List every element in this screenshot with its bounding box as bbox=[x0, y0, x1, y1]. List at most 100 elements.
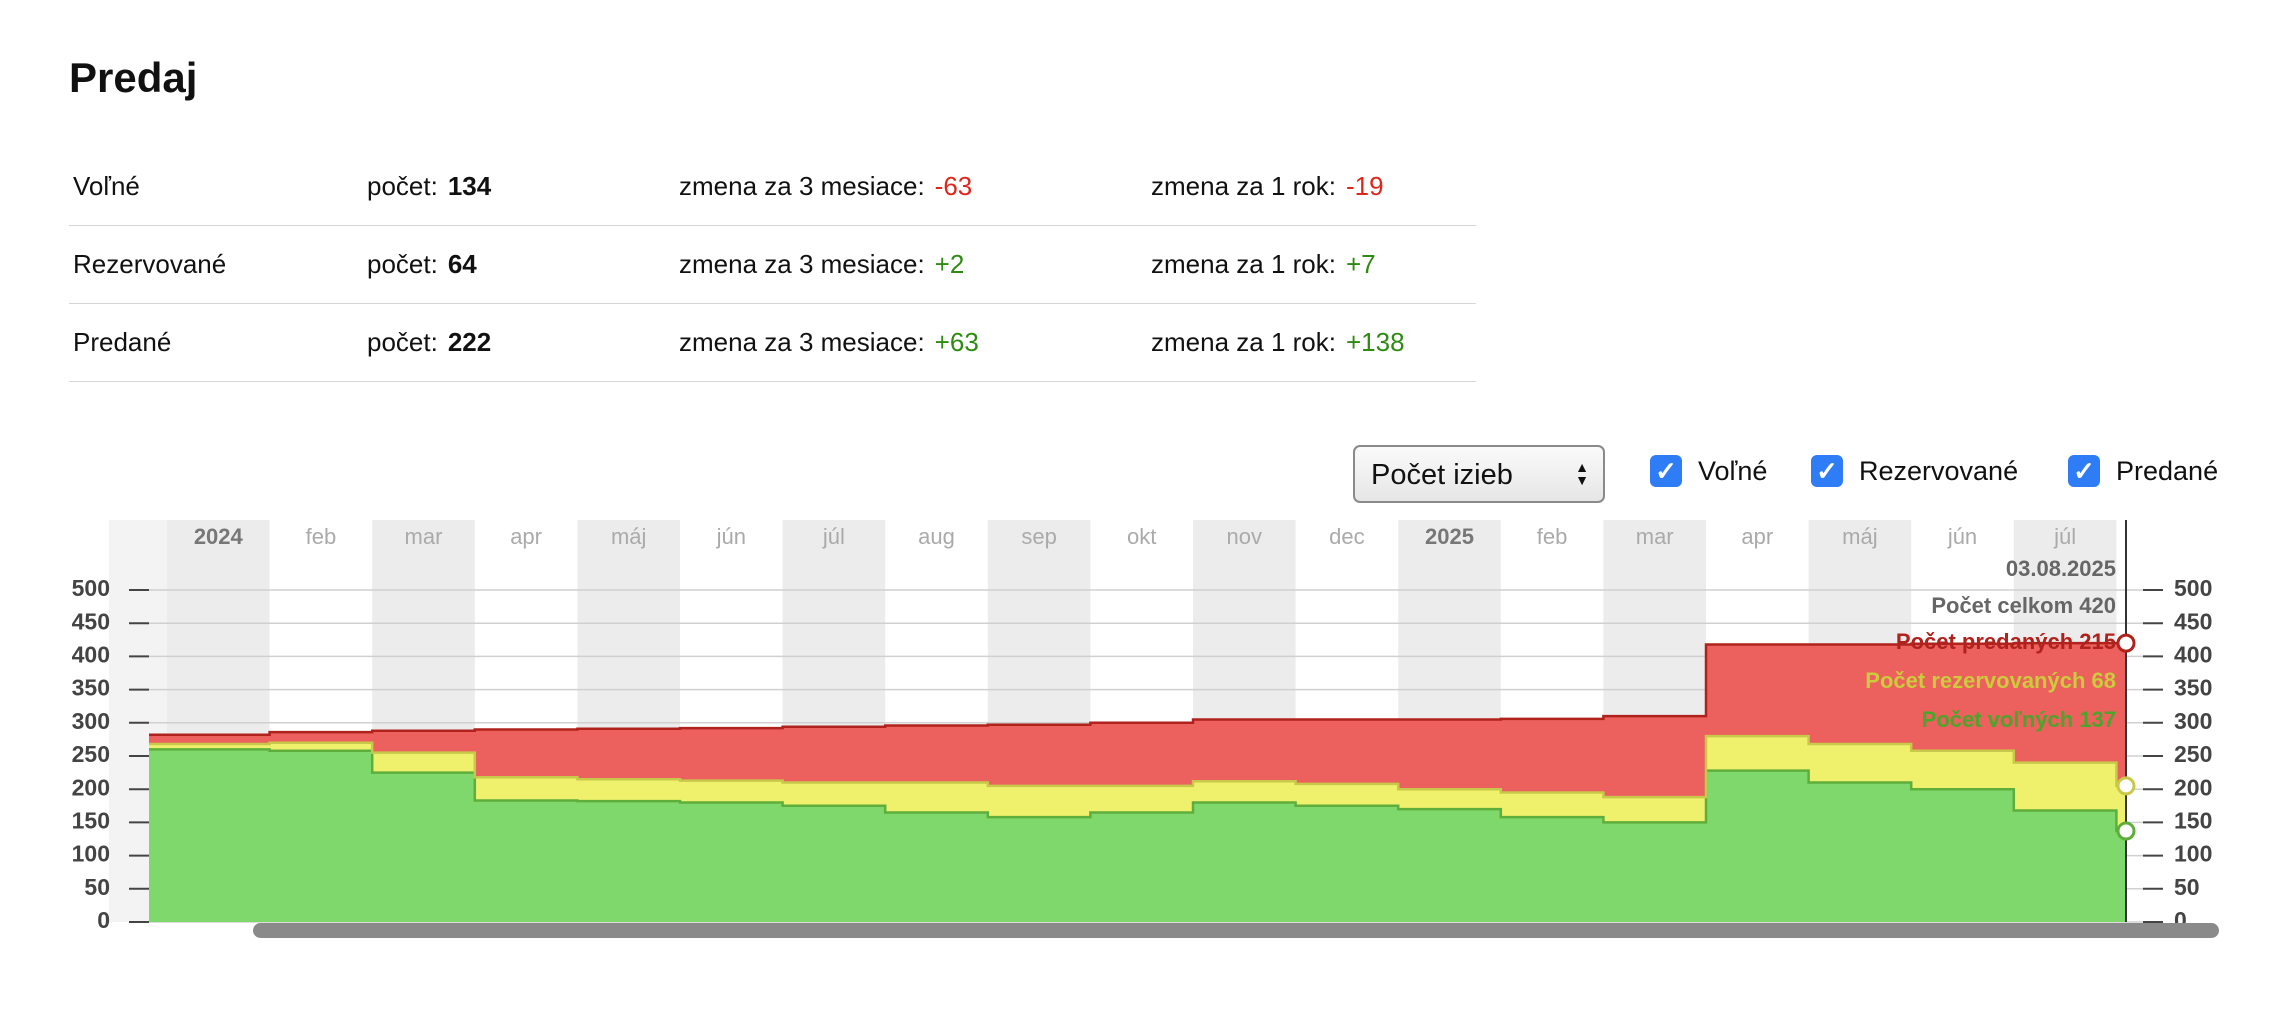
x-tick-label: jún bbox=[716, 524, 746, 549]
area-segment bbox=[1706, 644, 1810, 737]
count-value: 134 bbox=[447, 171, 492, 201]
page-title: Predaj bbox=[69, 54, 198, 101]
month-band bbox=[1398, 520, 1501, 922]
y2-tick-label: 450 bbox=[2174, 608, 2212, 634]
cursor-point bbox=[2116, 821, 2136, 841]
x-tick-label: dec bbox=[1329, 524, 1364, 549]
area-segment bbox=[987, 724, 1091, 786]
count-value: 222 bbox=[447, 327, 492, 357]
x-tick-label: mar bbox=[1636, 524, 1674, 549]
y-tick-label: 150 bbox=[72, 807, 110, 833]
x-tick-label: feb bbox=[306, 524, 337, 549]
x-tick-label: 2025 bbox=[1425, 524, 1474, 549]
select-arrows: ▲ ▼ bbox=[1575, 459, 1589, 488]
y-tick-label: 0 bbox=[97, 907, 110, 933]
series-toggle[interactable]: ✓ Predané bbox=[2068, 455, 2218, 487]
area-segment bbox=[2116, 831, 2127, 922]
checkbox[interactable]: ✓ bbox=[1811, 455, 1843, 487]
month-band bbox=[372, 520, 475, 922]
row-label: Rezervované bbox=[73, 249, 227, 279]
x-tick-label: feb bbox=[1537, 524, 1568, 549]
month-band bbox=[1603, 520, 1706, 922]
y2-tick-label: 50 bbox=[2174, 874, 2200, 900]
y-tick-label: 200 bbox=[72, 774, 110, 800]
x-tick-label: mar bbox=[405, 524, 443, 549]
area-segment bbox=[372, 752, 476, 773]
area-segment bbox=[1500, 718, 1604, 793]
table-cell: zmena za 1 rok: -19 bbox=[1151, 148, 1476, 226]
table-cell: Rezervované bbox=[69, 225, 367, 304]
area-segment bbox=[1911, 750, 2015, 790]
change-label: zmena za 3 mesiace: bbox=[679, 171, 925, 201]
scrollbar bbox=[253, 923, 2219, 938]
area-segment bbox=[1603, 716, 1707, 798]
series-toggle[interactable]: ✓ Rezervované bbox=[1811, 455, 2018, 487]
area-segment bbox=[1398, 789, 1502, 810]
change-label: zmena za 1 rok: bbox=[1151, 327, 1336, 357]
summary-table: Voľné počet: 134 zmena za 3 mesiace: -63 zmen… bbox=[69, 148, 1476, 382]
row-label: Predané bbox=[73, 327, 172, 357]
area-segment bbox=[1295, 805, 1399, 922]
y2-tick-label: 100 bbox=[2174, 841, 2212, 867]
area-segment bbox=[1193, 719, 1297, 782]
table-cell: počet: 222 bbox=[367, 303, 679, 382]
area-segment bbox=[474, 800, 578, 922]
y2-tick-label: 400 bbox=[2174, 641, 2212, 667]
area-segment bbox=[1295, 783, 1399, 806]
checkbox[interactable]: ✓ bbox=[2068, 455, 2100, 487]
area-segment bbox=[1911, 643, 2015, 751]
x-tick-label: máj bbox=[611, 524, 646, 549]
tooltip-line: Počet voľných 137 bbox=[1922, 707, 2116, 732]
area-segment bbox=[1808, 644, 1912, 745]
table-row: Predané počet: 222 zmena za 3 mesiace: +63 zm… bbox=[69, 303, 1476, 382]
table-row: Rezervované počet: 64 zmena za 3 mesiace: +2… bbox=[69, 225, 1476, 304]
change-value: +63 bbox=[934, 327, 979, 357]
metric-select[interactable]: Počet izieb ▲ ▼ bbox=[1353, 445, 1605, 503]
area-segment bbox=[1193, 802, 1297, 922]
area-segment bbox=[885, 725, 989, 783]
table-cell: zmena za 3 mesiace: +63 bbox=[679, 303, 1151, 382]
series-toggle[interactable]: ✓ Voľné bbox=[1650, 455, 1767, 487]
table-cell: počet: 134 bbox=[367, 148, 679, 226]
area-segment bbox=[2013, 810, 2117, 922]
area-segment bbox=[474, 729, 578, 778]
count-label: počet: bbox=[367, 327, 438, 357]
area-segment bbox=[1398, 719, 1502, 790]
table-cell: zmena za 3 mesiace: +2 bbox=[679, 225, 1151, 304]
change-label: zmena za 1 rok: bbox=[1151, 171, 1336, 201]
tooltip-line: Počet predaných 215 bbox=[1896, 629, 2116, 654]
count-label: počet: bbox=[367, 249, 438, 279]
checkbox[interactable]: ✓ bbox=[1650, 455, 1682, 487]
month-band bbox=[2013, 520, 2117, 922]
area-segment bbox=[782, 782, 886, 806]
x-tick-label: okt bbox=[1127, 524, 1156, 549]
area-segment bbox=[2013, 762, 2117, 811]
area-segment bbox=[680, 802, 784, 922]
area-segment bbox=[1090, 722, 1194, 786]
x-tick-label: máj bbox=[1842, 524, 1877, 549]
change-label: zmena za 1 rok: bbox=[1151, 249, 1336, 279]
area-segment bbox=[1090, 812, 1194, 922]
series-outline bbox=[149, 734, 2126, 799]
area-segment bbox=[885, 812, 989, 922]
toggle-label: Voľné bbox=[1698, 455, 1768, 486]
area-segment bbox=[987, 817, 1091, 922]
x-tick-label: júl bbox=[822, 524, 845, 549]
y-tick-label: 100 bbox=[72, 841, 110, 867]
y-tick-label: 250 bbox=[72, 741, 110, 767]
y2-tick-label: 150 bbox=[2174, 807, 2212, 833]
area-segment bbox=[1911, 789, 2015, 922]
y-tick-label: 50 bbox=[84, 874, 110, 900]
area-segment bbox=[269, 750, 373, 922]
x-tick-label: 2024 bbox=[194, 524, 244, 549]
series-outline bbox=[149, 748, 2126, 833]
table-cell: zmena za 1 rok: +7 bbox=[1151, 225, 1476, 304]
y2-tick-label: 350 bbox=[2174, 675, 2212, 701]
y2-tick-label: 500 bbox=[2174, 575, 2212, 601]
area-segment bbox=[577, 779, 681, 802]
y-tick-label: 400 bbox=[72, 641, 110, 667]
select-value: Počet izieb bbox=[1371, 459, 1513, 491]
series bbox=[149, 643, 2127, 798]
x-tick-label: apr bbox=[510, 524, 542, 549]
